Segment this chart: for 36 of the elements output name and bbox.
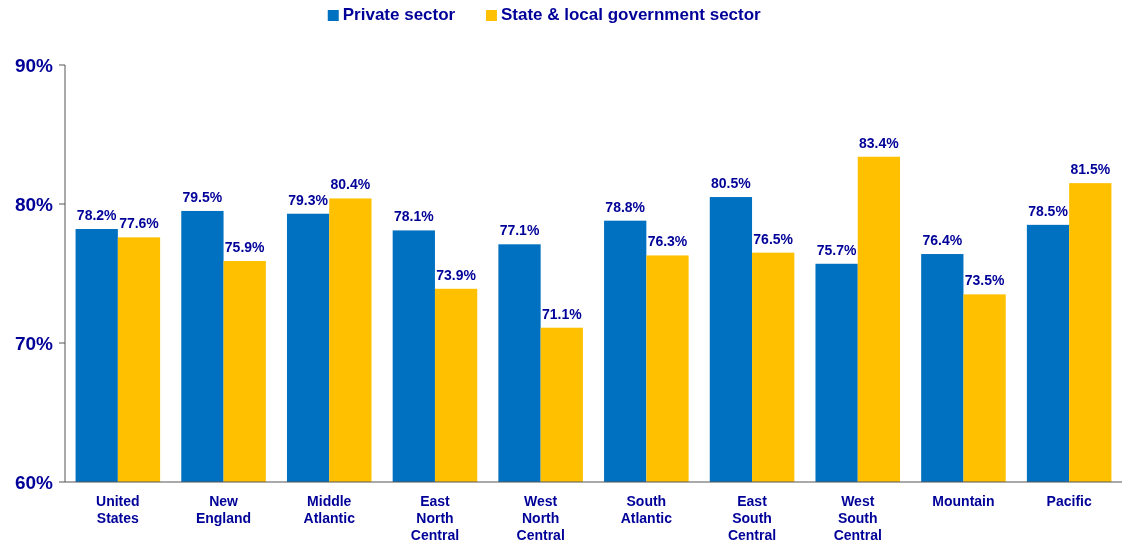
x-tick-label: Pacific bbox=[1046, 493, 1092, 509]
data-label: 80.4% bbox=[330, 176, 371, 193]
x-tick-label: West South Central bbox=[833, 493, 882, 543]
x-tick-label: East North Central bbox=[410, 493, 460, 543]
data-label: 79.5% bbox=[182, 188, 223, 205]
data-label: 77.6% bbox=[119, 215, 160, 232]
data-label: 73.5% bbox=[964, 272, 1005, 289]
legend-label: Private sector bbox=[342, 5, 456, 24]
y-tick-label: 70% bbox=[14, 332, 54, 354]
data-label: 78.1% bbox=[393, 208, 435, 225]
data-label: 75.7% bbox=[816, 241, 858, 258]
x-tick-label: United States bbox=[96, 493, 140, 526]
y-tick-label: 60% bbox=[14, 471, 54, 493]
data-label: 71.1% bbox=[541, 305, 583, 322]
y-tick-label: 80% bbox=[14, 193, 54, 215]
data-label: 78.2% bbox=[76, 207, 118, 224]
data-label: 77.1% bbox=[499, 222, 540, 239]
x-tick-label: Middle Atlantic bbox=[303, 493, 356, 526]
data-label: 76.5% bbox=[753, 230, 794, 247]
x-tick-label: New England bbox=[195, 493, 252, 526]
data-label: 76.3% bbox=[647, 233, 688, 250]
x-tick-label: South Atlantic bbox=[620, 493, 673, 526]
data-label: 75.9% bbox=[224, 238, 266, 255]
data-label: 81.5% bbox=[1070, 161, 1111, 178]
x-tick-label: East South Central bbox=[727, 493, 777, 543]
data-label: 78.5% bbox=[1028, 202, 1069, 219]
data-label: 80.5% bbox=[711, 175, 752, 192]
legend-label: State & local government sector bbox=[500, 5, 762, 24]
x-tick-label: Mountain bbox=[932, 493, 995, 509]
y-tick-label: 90% bbox=[14, 54, 54, 76]
data-label: 78.8% bbox=[605, 198, 646, 215]
data-label: 76.4% bbox=[922, 232, 963, 249]
data-label: 73.9% bbox=[436, 266, 477, 283]
data-label: 79.3% bbox=[288, 191, 329, 208]
x-tick-label: West North Central bbox=[516, 493, 565, 543]
data-label: 83.4% bbox=[859, 134, 900, 151]
